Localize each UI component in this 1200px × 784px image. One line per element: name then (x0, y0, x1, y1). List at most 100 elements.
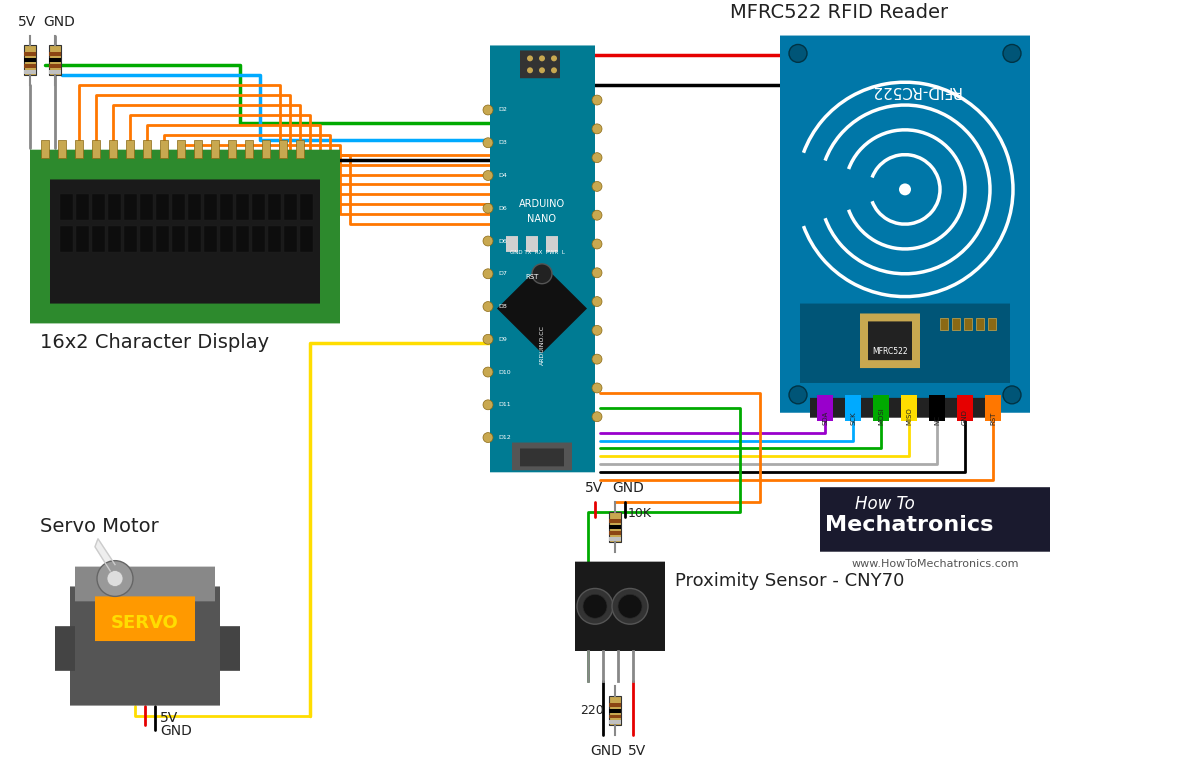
Bar (156, 226, 169, 252)
Bar (24, 45, 36, 75)
Circle shape (482, 236, 493, 246)
Bar (24, 64, 36, 68)
Bar (988, 318, 996, 330)
Bar (204, 226, 217, 252)
Text: 220: 220 (580, 703, 604, 717)
Text: GND: GND (43, 15, 74, 28)
Text: NANO: NANO (528, 214, 557, 224)
Circle shape (482, 367, 493, 377)
Circle shape (592, 412, 602, 422)
Bar (41, 140, 49, 158)
Circle shape (899, 183, 911, 195)
Text: How To: How To (854, 495, 914, 513)
Bar (964, 318, 972, 330)
Bar (49, 53, 61, 56)
Bar (188, 226, 202, 252)
Text: D3: D3 (498, 140, 506, 145)
Text: D4: D4 (498, 173, 506, 178)
Bar (160, 140, 168, 158)
Circle shape (592, 210, 602, 220)
Bar (108, 194, 121, 220)
Circle shape (527, 67, 533, 73)
Bar (109, 140, 118, 158)
Bar (610, 525, 622, 529)
FancyBboxPatch shape (55, 626, 74, 671)
Bar (252, 226, 265, 252)
Text: 5V: 5V (160, 711, 179, 725)
Bar (49, 64, 61, 68)
Bar (140, 194, 154, 220)
Text: RFID-RC522: RFID-RC522 (870, 83, 960, 98)
Circle shape (592, 383, 602, 393)
Bar (60, 194, 73, 220)
Bar (976, 318, 984, 330)
Bar (610, 537, 622, 541)
Text: SDA: SDA (822, 410, 828, 425)
FancyBboxPatch shape (520, 50, 560, 78)
Circle shape (592, 95, 602, 105)
FancyBboxPatch shape (546, 236, 558, 252)
Circle shape (551, 67, 557, 73)
Bar (124, 226, 137, 252)
Bar (300, 194, 313, 220)
Text: RST: RST (526, 274, 539, 280)
Bar (236, 226, 250, 252)
Bar (220, 194, 233, 220)
FancyBboxPatch shape (512, 442, 572, 470)
Bar (610, 720, 622, 724)
Bar (211, 140, 220, 158)
Circle shape (1003, 386, 1021, 404)
Text: D8: D8 (498, 304, 506, 309)
Text: 10K: 10K (628, 507, 652, 520)
Bar (24, 53, 36, 56)
Bar (268, 194, 281, 220)
Bar (178, 140, 185, 158)
Bar (156, 194, 169, 220)
Text: D2: D2 (498, 107, 506, 112)
Bar (929, 395, 946, 421)
Text: D11: D11 (498, 402, 511, 408)
Circle shape (107, 571, 124, 586)
Text: MFRC522 RFID Reader: MFRC522 RFID Reader (730, 2, 948, 22)
Text: D12: D12 (498, 435, 511, 440)
Circle shape (592, 153, 602, 162)
Text: 5V: 5V (628, 744, 647, 758)
Circle shape (592, 239, 602, 249)
Bar (952, 318, 960, 330)
Circle shape (482, 171, 493, 180)
Bar (958, 395, 973, 421)
Bar (901, 395, 917, 421)
Circle shape (482, 203, 493, 213)
Bar (220, 226, 233, 252)
Bar (610, 714, 622, 718)
Bar (49, 45, 61, 75)
Text: D10: D10 (498, 369, 511, 375)
Polygon shape (95, 539, 115, 579)
Bar (985, 395, 1001, 421)
Text: GND: GND (160, 724, 192, 739)
Bar (92, 194, 106, 220)
Bar (278, 140, 287, 158)
Text: D9: D9 (498, 337, 506, 342)
Bar (610, 531, 622, 535)
Text: Mechatronics: Mechatronics (826, 515, 994, 535)
Text: ARDUINO.CC: ARDUINO.CC (540, 325, 545, 365)
Bar (817, 395, 833, 421)
Circle shape (482, 105, 493, 115)
Circle shape (482, 334, 493, 344)
FancyBboxPatch shape (575, 561, 665, 651)
Text: GND TX  RX  PWR  L: GND TX RX PWR L (510, 250, 565, 255)
Circle shape (790, 45, 808, 63)
FancyBboxPatch shape (820, 487, 1050, 552)
FancyBboxPatch shape (810, 397, 1000, 418)
Circle shape (482, 269, 493, 279)
Text: 16x2 Character Display: 16x2 Character Display (40, 333, 269, 352)
Bar (172, 226, 185, 252)
Bar (126, 140, 134, 158)
Circle shape (527, 56, 533, 61)
Bar (24, 58, 36, 63)
Text: MFRC522: MFRC522 (872, 347, 908, 356)
Bar (284, 194, 298, 220)
Bar (610, 702, 622, 706)
Bar (204, 194, 217, 220)
